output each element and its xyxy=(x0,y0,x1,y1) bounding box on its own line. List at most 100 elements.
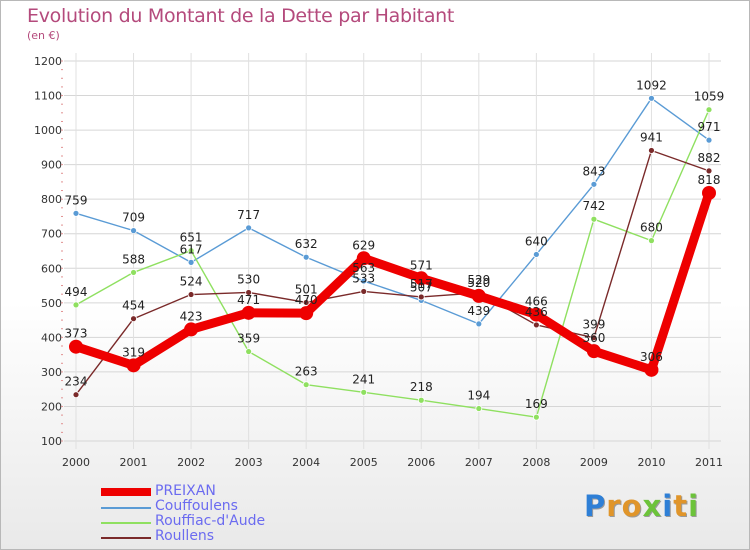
data-point-couffoulens-2010 xyxy=(648,94,655,102)
data-label-roullens-2002: 524 xyxy=(180,275,203,289)
y-tick-label-1100: 1100 xyxy=(34,90,62,103)
data-point-preixan-2009 xyxy=(586,344,601,359)
data-label-couffoulens-2010: 1092 xyxy=(636,78,667,92)
data-label-preixan-2001: 319 xyxy=(122,345,145,359)
data-label-couffoulens-2011: 971 xyxy=(698,120,721,134)
data-label-preixan-2002: 423 xyxy=(180,309,203,323)
data-point-rouffiac-d-aude-2007 xyxy=(475,405,483,412)
data-label-roullens-2001: 454 xyxy=(122,299,145,313)
legend-label-roullens: Roullens xyxy=(155,528,215,544)
data-label-couffoulens-2001: 709 xyxy=(122,211,145,225)
data-label-preixan-2010: 306 xyxy=(640,350,663,364)
data-point-preixan-2000 xyxy=(69,339,83,354)
data-label-preixan-2008: 466 xyxy=(525,295,548,309)
data-point-rouffiac-d-aude-2011 xyxy=(705,106,713,114)
chart-subtitle: (en €) xyxy=(27,29,60,42)
data-point-preixan-2011 xyxy=(702,185,716,200)
legend-label-preixan: PREIXAN xyxy=(155,483,216,499)
x-tick-label-2010: 2010 xyxy=(637,456,665,469)
data-label-couffoulens-2002: 617 xyxy=(180,242,203,256)
legend-swatch-preixan xyxy=(101,488,151,496)
x-tick-label-2008: 2008 xyxy=(522,456,550,469)
data-label-rouffiac-d-aude-2002: 651 xyxy=(180,231,203,245)
data-label-rouffiac-d-aude-2000: 494 xyxy=(65,285,88,299)
legend-item-roullens: Roullens xyxy=(101,528,321,545)
data-point-roullens-2005 xyxy=(360,288,368,295)
data-point-couffoulens-2011 xyxy=(705,136,713,144)
data-label-roullens-2003: 530 xyxy=(237,272,260,286)
data-point-preixan-2005 xyxy=(356,251,371,266)
data-label-rouffiac-d-aude-2006: 218 xyxy=(410,380,433,394)
data-label-preixan-2005: 629 xyxy=(352,238,375,252)
x-tick-label-2005: 2005 xyxy=(350,456,378,469)
data-point-rouffiac-d-aude-2008 xyxy=(532,413,540,421)
data-label-rouffiac-d-aude-2010: 680 xyxy=(640,221,663,235)
data-point-roullens-2003 xyxy=(245,289,253,296)
data-label-roullens-2009: 399 xyxy=(582,318,605,332)
data-label-couffoulens-2007: 439 xyxy=(467,304,490,318)
y-tick-label-400: 400 xyxy=(41,331,62,344)
data-point-rouffiac-d-aude-2006 xyxy=(417,396,425,404)
data-point-rouffiac-d-aude-2002 xyxy=(187,247,195,255)
data-point-rouffiac-d-aude-2003 xyxy=(245,348,253,355)
data-label-rouffiac-d-aude-2001: 588 xyxy=(122,252,145,266)
data-label-preixan-2004: 470 xyxy=(295,293,318,307)
data-point-couffoulens-2004 xyxy=(302,253,310,261)
y-tick-label-300: 300 xyxy=(41,366,62,379)
data-point-couffoulens-2000 xyxy=(72,209,80,217)
data-point-preixan-2008 xyxy=(529,307,544,322)
chart-title: Evolution du Montant de la Dette par Hab… xyxy=(27,5,455,27)
data-point-roullens-2004 xyxy=(302,299,310,306)
y-tick-label-800: 800 xyxy=(41,193,62,206)
data-label-rouffiac-d-aude-2005: 241 xyxy=(352,372,375,386)
legend: PREIXAN Couffoulens Rouffiac-d'Aude Roul… xyxy=(101,483,321,545)
series-line-couffoulens xyxy=(75,97,710,325)
data-point-preixan-2010 xyxy=(644,362,659,377)
data-point-couffoulens-2008 xyxy=(532,251,540,258)
data-label-couffoulens-2008: 640 xyxy=(525,234,548,248)
data-point-rouffiac-d-aude-2005 xyxy=(360,388,368,396)
data-point-roullens-2011 xyxy=(705,167,713,175)
data-point-roullens-2002 xyxy=(187,291,195,298)
y-tick-label-600: 600 xyxy=(41,262,62,275)
x-tick-label-2000: 2000 xyxy=(62,456,90,469)
series-line-preixan xyxy=(71,188,714,375)
y-tick-label-1200: 1200 xyxy=(34,55,62,68)
data-label-couffoulens-2000: 759 xyxy=(65,193,88,207)
x-tick-label-2001: 2001 xyxy=(120,456,148,469)
y-tick-label-700: 700 xyxy=(41,228,62,241)
data-point-preixan-2003 xyxy=(241,305,256,320)
data-label-rouffiac-d-aude-2008: 169 xyxy=(525,397,548,411)
data-point-roullens-2000 xyxy=(72,391,80,399)
data-label-roullens-2007: 529 xyxy=(467,273,490,287)
data-label-preixan-2000: 373 xyxy=(65,327,88,341)
data-point-rouffiac-d-aude-2009 xyxy=(590,215,598,223)
y-tick-label-100: 100 xyxy=(41,435,62,448)
data-label-rouffiac-d-aude-2011: 1059 xyxy=(694,90,725,104)
data-point-rouffiac-d-aude-2001 xyxy=(130,269,137,276)
data-point-couffoulens-2003 xyxy=(245,224,253,232)
data-label-couffoulens-2006: 507 xyxy=(410,280,433,294)
data-point-couffoulens-2002 xyxy=(187,258,195,266)
data-point-couffoulens-2009 xyxy=(590,180,598,188)
data-point-roullens-2006 xyxy=(417,293,425,301)
data-label-couffoulens-2004: 632 xyxy=(295,237,318,251)
data-label-roullens-2006: 517 xyxy=(410,277,433,291)
x-tick-label-2004: 2004 xyxy=(292,456,320,469)
data-label-preixan-2011: 818 xyxy=(698,173,721,187)
data-point-preixan-2006 xyxy=(414,271,429,286)
data-label-roullens-2011: 882 xyxy=(698,151,721,165)
series-line-roullens xyxy=(75,149,710,396)
data-label-rouffiac-d-aude-2007: 194 xyxy=(467,389,490,403)
data-point-couffoulens-2007 xyxy=(475,320,483,328)
data-point-preixan-2002 xyxy=(184,322,199,337)
data-label-couffoulens-2003: 717 xyxy=(237,208,260,222)
y-tick-label-500: 500 xyxy=(41,297,62,310)
data-point-couffoulens-2005 xyxy=(360,277,368,285)
x-tick-label-2007: 2007 xyxy=(465,456,493,469)
legend-swatch-couffoulens xyxy=(101,507,151,509)
data-label-preixan-2003: 471 xyxy=(237,293,260,307)
data-label-couffoulens-2009: 843 xyxy=(582,164,605,178)
